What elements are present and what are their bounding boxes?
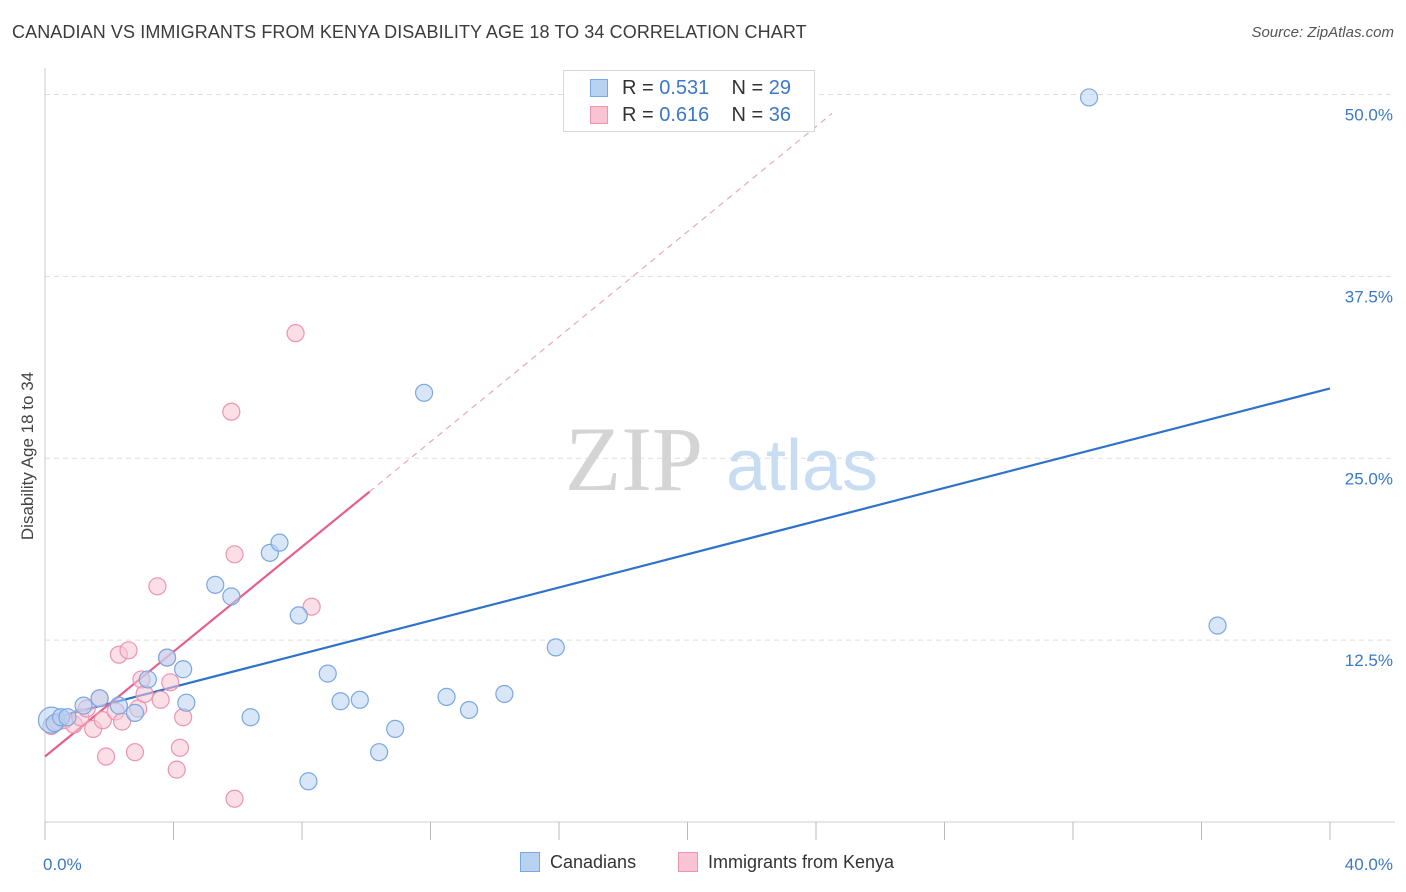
legend-swatch-pink [590, 106, 608, 124]
point-canadians [58, 708, 77, 727]
point-canadians [157, 648, 177, 667]
point-kenya [93, 711, 112, 730]
point-kenya [161, 673, 180, 692]
point-canadians [350, 690, 369, 709]
point-kenya [225, 789, 244, 808]
point-canadians [125, 703, 145, 722]
point-canadians [222, 587, 241, 606]
point-kenya [167, 760, 186, 779]
point-canadians [177, 693, 196, 712]
point-kenya [96, 747, 116, 766]
bottom-legend-canadians[interactable]: Canadians [520, 852, 636, 873]
point-canadians [1208, 616, 1227, 635]
trend-line-canadians [44, 387, 1331, 722]
y-tick-label: 25.0% [1345, 469, 1393, 488]
point-canadians [459, 700, 479, 720]
legend-swatch-canadians [520, 852, 540, 872]
point-kenya [170, 738, 190, 757]
stats-legend: R = 0.531 N = 29 R = 0.616 N = 36 [563, 70, 815, 132]
legend-n-label: N = [731, 104, 764, 126]
trend-line-kenya [44, 490, 371, 758]
point-canadians [90, 689, 109, 708]
point-kenya [225, 545, 244, 564]
chart-title: CANADIAN VS IMMIGRANTS FROM KENYA DISABI… [12, 22, 807, 42]
point-canadians [1079, 88, 1099, 107]
x-tick-label-max: 40.0% [1345, 855, 1393, 874]
point-kenya [148, 577, 167, 596]
legend-r-value: 0.531 [659, 77, 710, 99]
point-canadians [270, 533, 289, 552]
point-kenya [151, 690, 170, 709]
legend-n-value: 36 [768, 104, 792, 126]
legend-n-value: 29 [768, 77, 792, 99]
point-canadians [241, 708, 260, 727]
y-tick-label: 37.5% [1345, 287, 1393, 306]
x-tick-label-min: 0.0% [43, 855, 82, 874]
point-canadians [174, 660, 193, 679]
chart-source: Source: ZipAtlas.com [1251, 24, 1394, 41]
watermark-zip: ZIP [565, 408, 703, 510]
legend-r-value: 0.616 [659, 104, 710, 126]
point-kenya [286, 324, 305, 343]
point-canadians [546, 638, 565, 657]
point-canadians [206, 575, 225, 594]
point-kenya [302, 597, 321, 616]
bottom-legend-kenya[interactable]: Immigrants from Kenya [678, 852, 894, 873]
point-kenya [119, 641, 138, 660]
y-tick-label: 12.5% [1345, 651, 1393, 670]
point-kenya [222, 402, 241, 421]
point-canadians [318, 664, 337, 683]
point-canadians [109, 696, 128, 715]
point-canadians [331, 692, 350, 711]
point-canadians [414, 383, 434, 402]
point-canadians [370, 743, 389, 762]
axes [44, 68, 1395, 840]
legend-n-label: N = [731, 77, 764, 99]
watermark-atlas: atlas [726, 426, 878, 506]
tick-labels: 12.5% 25.0% 37.5% 50.0% 0.0% 40.0% [43, 106, 1393, 874]
data-points [37, 88, 1227, 808]
point-canadians [437, 687, 456, 706]
watermark: ZIP atlas [565, 408, 878, 510]
legend-swatch-blue [590, 79, 608, 97]
legend-r-label: R = [622, 77, 654, 99]
point-canadians [138, 670, 157, 689]
point-canadians [74, 696, 93, 715]
trend-line-kenya-extension [369, 112, 833, 493]
legend-swatch-kenya [678, 852, 698, 872]
gridlines [45, 94, 1395, 641]
point-canadians [495, 684, 514, 704]
legend-r-label: R = [622, 104, 654, 126]
point-kenya [125, 743, 145, 762]
point-canadians [289, 606, 308, 625]
legend-label-canadians: Canadians [550, 852, 637, 872]
y-tick-label: 50.0% [1345, 106, 1393, 125]
point-canadians [299, 772, 318, 791]
point-canadians [386, 719, 405, 738]
legend-label-kenya: Immigrants from Kenya [708, 852, 895, 872]
